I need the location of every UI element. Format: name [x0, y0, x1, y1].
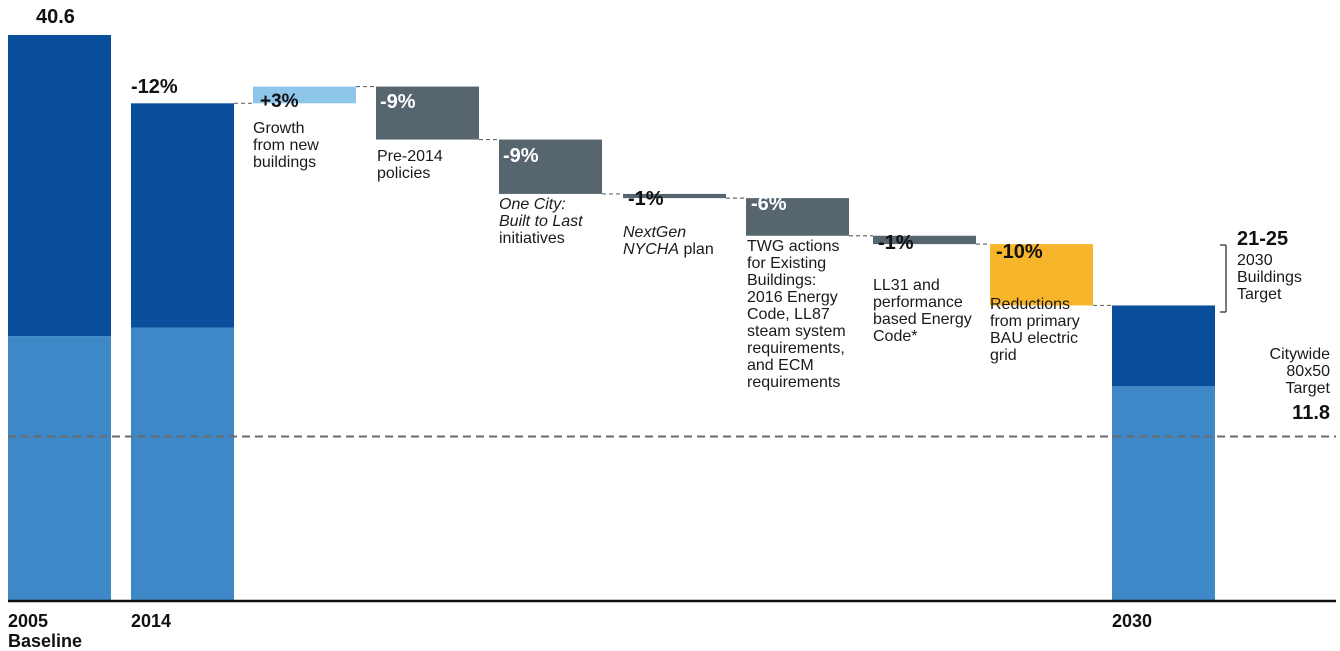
step-4-bar: [623, 193, 726, 199]
step-2-bar: [376, 86, 479, 140]
step-7-bar: [990, 244, 1093, 306]
step-3-text: One City: Built to Last initiatives: [499, 196, 583, 247]
bar-2030-upper: [1112, 305, 1215, 387]
bar-2014-lower: [131, 327, 234, 601]
step-5-pct-label: -6%: [751, 193, 787, 215]
citywide-target-text: Citywide 80x50 Target: [1269, 346, 1330, 397]
step-3-plain-text: initiatives: [499, 230, 565, 247]
x-label-2030: 2030: [1112, 611, 1153, 631]
step-4-plain-text: plan: [683, 241, 714, 258]
x-label-2014: 2014: [131, 611, 172, 631]
step-6-pct-label: -1%: [878, 232, 914, 254]
bar-2030-lower: [1112, 386, 1215, 601]
step-3-pct-label: -9%: [503, 145, 539, 167]
step-6-text: LL31 and performance based Energy Code*: [873, 277, 972, 345]
step-1-bar: [253, 86, 356, 104]
baseline-label-text: 2005 Baseline: [8, 611, 83, 651]
bar-2014-upper: [131, 103, 234, 328]
step-4-italic-line2: NYCHA: [623, 241, 680, 258]
step-7-pct-label: -10%: [996, 241, 1043, 263]
step-4-italic-line1: NextGen: [623, 224, 687, 241]
step-6-bar: [873, 235, 976, 245]
step-2-text: Pre-2014 policies: [377, 148, 443, 182]
step-7-text: Reductions from primary BAU electric gri…: [990, 296, 1080, 364]
citywide-target-value: 11.8: [1292, 402, 1330, 424]
step-5-text: TWG actions for Existing Buildings: 2016…: [747, 238, 846, 391]
target-2030-range-label: 21-25: [1237, 228, 1289, 250]
baseline-value-label: 40.6: [36, 6, 75, 28]
bar-2005-upper: [8, 35, 111, 337]
step-1-text: Growth from new buildings: [253, 120, 319, 171]
step-1-pct-label: +3%: [260, 91, 299, 112]
target-2030-text: 2030 Buildings Target: [1237, 252, 1302, 303]
step-5-bar: [746, 198, 849, 236]
bar-2005-lower: [8, 336, 111, 601]
pct-2014-label: -12%: [131, 76, 178, 98]
step-2-pct-label: -9%: [380, 91, 416, 113]
step-3-bar: [499, 139, 602, 194]
step-3-italic-text: One City: Built to Last: [499, 196, 583, 230]
x-label-2005: 2005 Baseline: [8, 611, 82, 651]
step-4-pct-label: -1%: [628, 188, 664, 210]
step-4-text: NextGen NYCHA plan: [623, 224, 748, 258]
